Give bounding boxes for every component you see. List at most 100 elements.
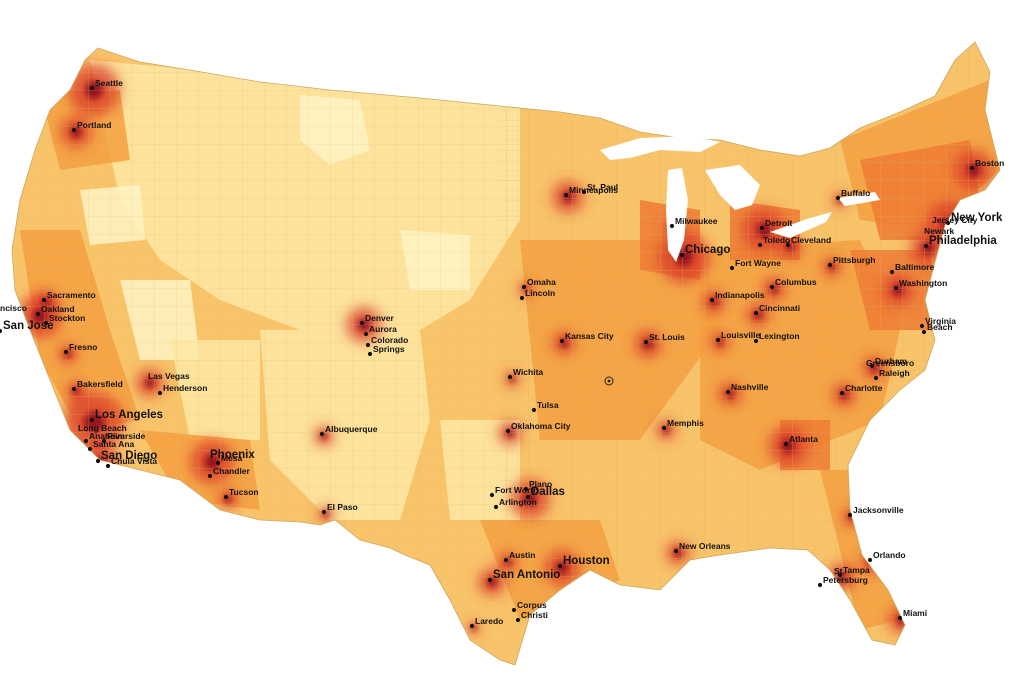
city-label-miami: Miami <box>903 608 927 618</box>
city-label-los-angeles: Los Angeles <box>95 409 163 421</box>
city-label-san-diego: San Diego <box>101 450 157 462</box>
city-dot-mesa <box>215 460 221 466</box>
city-label-san-jose: San Jose <box>3 320 54 332</box>
city-dot-chicago <box>679 252 685 258</box>
lake-superior <box>600 136 720 160</box>
city-label-san-antonio: San Antonio <box>493 569 560 581</box>
city-dot-austin <box>503 557 509 563</box>
city-label-anaheim: Anaheim <box>89 431 125 441</box>
city-label-colorado: Colorado <box>371 335 408 345</box>
city-dot-toledo <box>757 242 763 248</box>
city-label-arlington: Arlington <box>499 497 537 507</box>
city-label-jacksonville: Jacksonville <box>853 505 904 515</box>
city-label-milwaukee: Milwaukee <box>675 216 718 226</box>
city-dot-baltimore <box>889 269 895 275</box>
lake-ontario <box>838 192 880 206</box>
city-label-aurora: Aurora <box>369 324 397 334</box>
city-dot-albuquerque <box>319 431 325 437</box>
city-dot-durham <box>869 363 875 369</box>
city-dot-virginia <box>919 323 925 329</box>
center-marker-dot <box>607 379 611 383</box>
city-label-riverside: Riverside <box>107 431 146 441</box>
city-label-tucson: Tucson <box>229 487 259 497</box>
city-label-lexington: Lexington <box>759 331 800 341</box>
city-dot-tulsa <box>531 407 537 413</box>
city-label-dallas: Dallas <box>531 486 565 498</box>
city-dot-orlando <box>867 557 873 563</box>
city-label-memphis: Memphis <box>667 418 704 428</box>
city-label-denver: Denver <box>365 313 395 323</box>
lake-huron <box>705 165 760 210</box>
city-dot-new-york <box>945 220 951 226</box>
city-label-indianapolis: Indianapolis <box>715 290 765 300</box>
city-dot-chandler <box>207 473 213 479</box>
city-dot-san-diego <box>95 458 101 464</box>
city-dot-sacramento <box>41 297 47 303</box>
city-label-fort-worth: Fort Worth <box>495 485 538 495</box>
city-label-corpus: Corpus <box>517 600 547 610</box>
city-label-washington: Washington <box>899 278 947 288</box>
city-dot-aurora <box>363 331 369 337</box>
city-dot-indianapolis <box>709 297 715 303</box>
city-dot-portland <box>71 127 77 133</box>
city-dot-stockton <box>43 320 49 326</box>
city-dot-fort-wayne <box>729 265 735 271</box>
city-label-raleigh: Raleigh <box>879 368 910 378</box>
city-dot-petersburg <box>817 582 823 588</box>
city-dot-detroit <box>759 225 765 231</box>
city-label-stockton: Stockton <box>49 313 85 323</box>
city-dot-anaheim <box>83 438 89 444</box>
city-label-baltimore: Baltimore <box>895 262 934 272</box>
urban-halo <box>12 313 22 353</box>
city-dot-milwaukee <box>669 223 675 229</box>
city-dot-seattle <box>89 85 95 91</box>
center-marker-ring <box>604 376 614 386</box>
city-dot-el-paso <box>321 509 327 515</box>
city-dot-fresno <box>63 349 69 355</box>
city-label-new-york: New York <box>951 212 1003 224</box>
city-dot-columbus <box>769 284 775 290</box>
city-label-virginia: Virginia <box>925 316 956 326</box>
city-dot-san-antonio <box>487 577 493 583</box>
city-label-st: St. <box>834 566 845 576</box>
city-label-chula-vista: Chula Vista <box>111 456 157 466</box>
city-dot-dallas <box>525 494 531 500</box>
city-dot-washington <box>893 285 899 291</box>
city-label-charlotte: Charlotte <box>845 383 883 393</box>
city-dot-oklahoma-city <box>505 428 511 434</box>
city-label-bakersfield: Bakersfield <box>77 379 123 389</box>
city-label-tulsa: Tulsa <box>537 400 559 410</box>
city-dot-los-angeles <box>89 417 95 423</box>
city-label-wichita: Wichita <box>513 367 543 377</box>
city-label-columbus: Columbus <box>775 277 817 287</box>
city-label-jersey-city: Jersey City <box>932 215 978 225</box>
city-dot-wichita <box>507 374 513 380</box>
city-label-lincoln: Lincoln <box>525 288 555 298</box>
city-label-buffalo: Buffalo <box>841 188 870 198</box>
city-dot-houston <box>557 563 563 569</box>
city-dot-lincoln <box>519 295 525 301</box>
city-label-fort-wayne: Fort Wayne <box>735 258 781 268</box>
city-label-sacramento: Sacramento <box>47 290 96 300</box>
city-label-long-beach: Long Beach <box>78 423 127 433</box>
city-dot-nashville <box>725 389 731 395</box>
city-dot-christi <box>515 617 521 623</box>
county-borders-east <box>500 42 1000 665</box>
city-dot-boston <box>969 165 975 171</box>
city-label-toledo: Toledo <box>763 235 790 245</box>
city-dot-tucson <box>223 494 229 500</box>
city-label-omaha: Omaha <box>527 277 556 287</box>
city-label-minneapolis: Minneapolis <box>569 185 618 195</box>
city-dot-tampa <box>837 572 843 578</box>
city-dot-laredo <box>469 623 475 629</box>
city-dot-cincinnati <box>753 310 759 316</box>
city-label-cleveland: Cleveland <box>791 235 831 245</box>
city-label-plano: Plano <box>529 479 552 489</box>
city-label-el-paso: El Paso <box>327 502 358 512</box>
city-dot-plano <box>523 486 529 492</box>
city-label-kansas-city: Kansas City <box>565 331 614 341</box>
city-label-durham: Durham <box>875 356 908 366</box>
city-dot-buffalo <box>835 195 841 201</box>
city-label-pittsburgh: Pittsburgh <box>833 255 876 265</box>
